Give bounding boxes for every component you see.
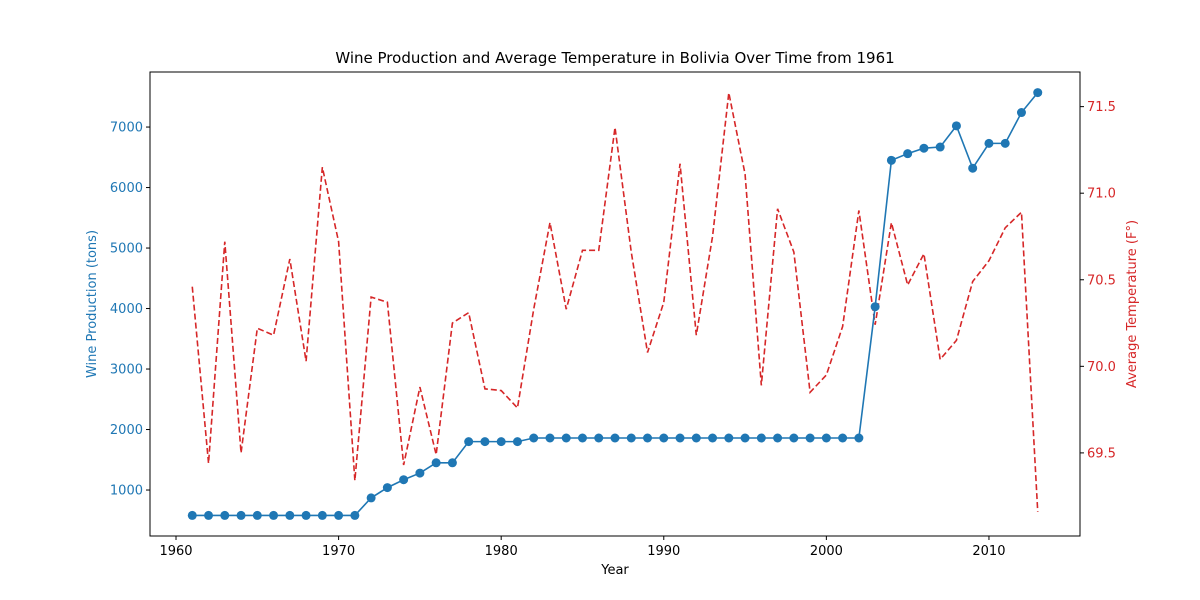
wine-production-point	[561, 433, 571, 443]
right-y-axis: 69.5 70.0 70.5 71.0 71.5	[1080, 100, 1116, 461]
wine-production-point	[366, 493, 376, 503]
left-axis-title: Wine Production (tons)	[85, 230, 100, 378]
wine-production-point	[594, 433, 604, 443]
wine-production-point	[1033, 88, 1043, 98]
wine-production-point	[1016, 108, 1026, 118]
wine-production-point	[610, 433, 620, 443]
left-y-tick-label: 6000	[110, 181, 143, 196]
wine-production-point	[951, 121, 961, 131]
wine-production-point	[577, 433, 587, 443]
wine-production-point	[317, 510, 327, 520]
wine-production-point	[512, 437, 522, 447]
wine-production-point	[708, 433, 718, 443]
x-axis-title: Year	[600, 563, 629, 578]
plot-frame	[149, 71, 1081, 537]
wine-production-point	[854, 433, 864, 443]
wine-production-point	[447, 458, 457, 468]
wine-production-point	[838, 433, 848, 443]
wine-production-point	[350, 510, 360, 520]
right-y-tick-label: 70.0	[1087, 360, 1116, 375]
wine-production-point	[204, 510, 214, 520]
wine-production-point	[1000, 138, 1010, 148]
x-tick-label: 1970	[322, 544, 355, 559]
wine-production-point	[756, 433, 766, 443]
wine-production-point	[643, 433, 653, 443]
left-y-tick-label: 2000	[110, 423, 143, 438]
right-y-tick-label: 71.5	[1087, 100, 1116, 115]
wine-production-point	[529, 433, 539, 443]
right-axis-title: Average Temperature (F°)	[1125, 220, 1140, 388]
right-y-tick-label: 71.0	[1087, 187, 1116, 202]
wine-production-point	[870, 302, 880, 312]
x-tick-label: 1960	[159, 544, 192, 559]
wine-production-point	[691, 433, 701, 443]
wine-production-point	[903, 149, 913, 159]
right-y-tick-label: 70.5	[1087, 273, 1116, 288]
wine-production-point	[740, 433, 750, 443]
wine-production-point	[187, 510, 197, 520]
wine-production-point	[382, 483, 392, 493]
x-tick-label: 2000	[810, 544, 843, 559]
wine-production-point	[789, 433, 799, 443]
wine-production-point	[301, 510, 311, 520]
wine-production-point	[545, 433, 555, 443]
wine-production-point	[496, 437, 506, 447]
wine-production-point	[269, 510, 279, 520]
wine-production-point	[773, 433, 783, 443]
temperature-series	[191, 92, 1039, 512]
x-tick-label: 1980	[485, 544, 518, 559]
wine-production-point	[399, 475, 409, 485]
wine-production-series	[187, 88, 1043, 520]
wine-production-point	[821, 433, 831, 443]
wine-production-point	[886, 155, 896, 165]
wine-production-point	[415, 468, 425, 478]
wine-production-point	[236, 510, 246, 520]
wine-production-point	[984, 138, 994, 148]
temperature-line	[191, 92, 1039, 512]
wine-production-point	[626, 433, 636, 443]
wine-production-point	[919, 143, 929, 153]
wine-production-point	[285, 510, 295, 520]
chart-title: Wine Production and Average Temperature …	[335, 49, 894, 67]
wine-production-point	[675, 433, 685, 443]
wine-production-point	[935, 142, 945, 152]
x-tick-label: 2010	[972, 544, 1005, 559]
wine-production-point	[220, 510, 230, 520]
wine-production-point	[968, 163, 978, 173]
wine-production-point	[431, 458, 441, 468]
wine-production-point	[464, 437, 474, 447]
left-y-tick-label: 5000	[110, 242, 143, 257]
plot-area	[150, 72, 1080, 536]
left-y-tick-label: 7000	[110, 121, 143, 136]
right-y-tick-label: 69.5	[1087, 446, 1116, 461]
wine-production-point	[252, 510, 262, 520]
left-y-tick-label: 4000	[110, 302, 143, 317]
left-y-tick-label: 3000	[110, 363, 143, 378]
left-y-tick-label: 1000	[110, 484, 143, 499]
left-y-axis: 1000 2000 3000 4000 5000 6000 7000	[110, 121, 150, 499]
wine-production-point	[334, 510, 344, 520]
wine-production-point	[724, 433, 734, 443]
x-tick-label: 1990	[647, 544, 680, 559]
wine-production-point	[805, 433, 815, 443]
x-axis: 1960 1970 1980 1990 2000 2010	[159, 536, 1005, 559]
wine-production-point	[480, 437, 490, 447]
wine-production-point	[659, 433, 669, 443]
